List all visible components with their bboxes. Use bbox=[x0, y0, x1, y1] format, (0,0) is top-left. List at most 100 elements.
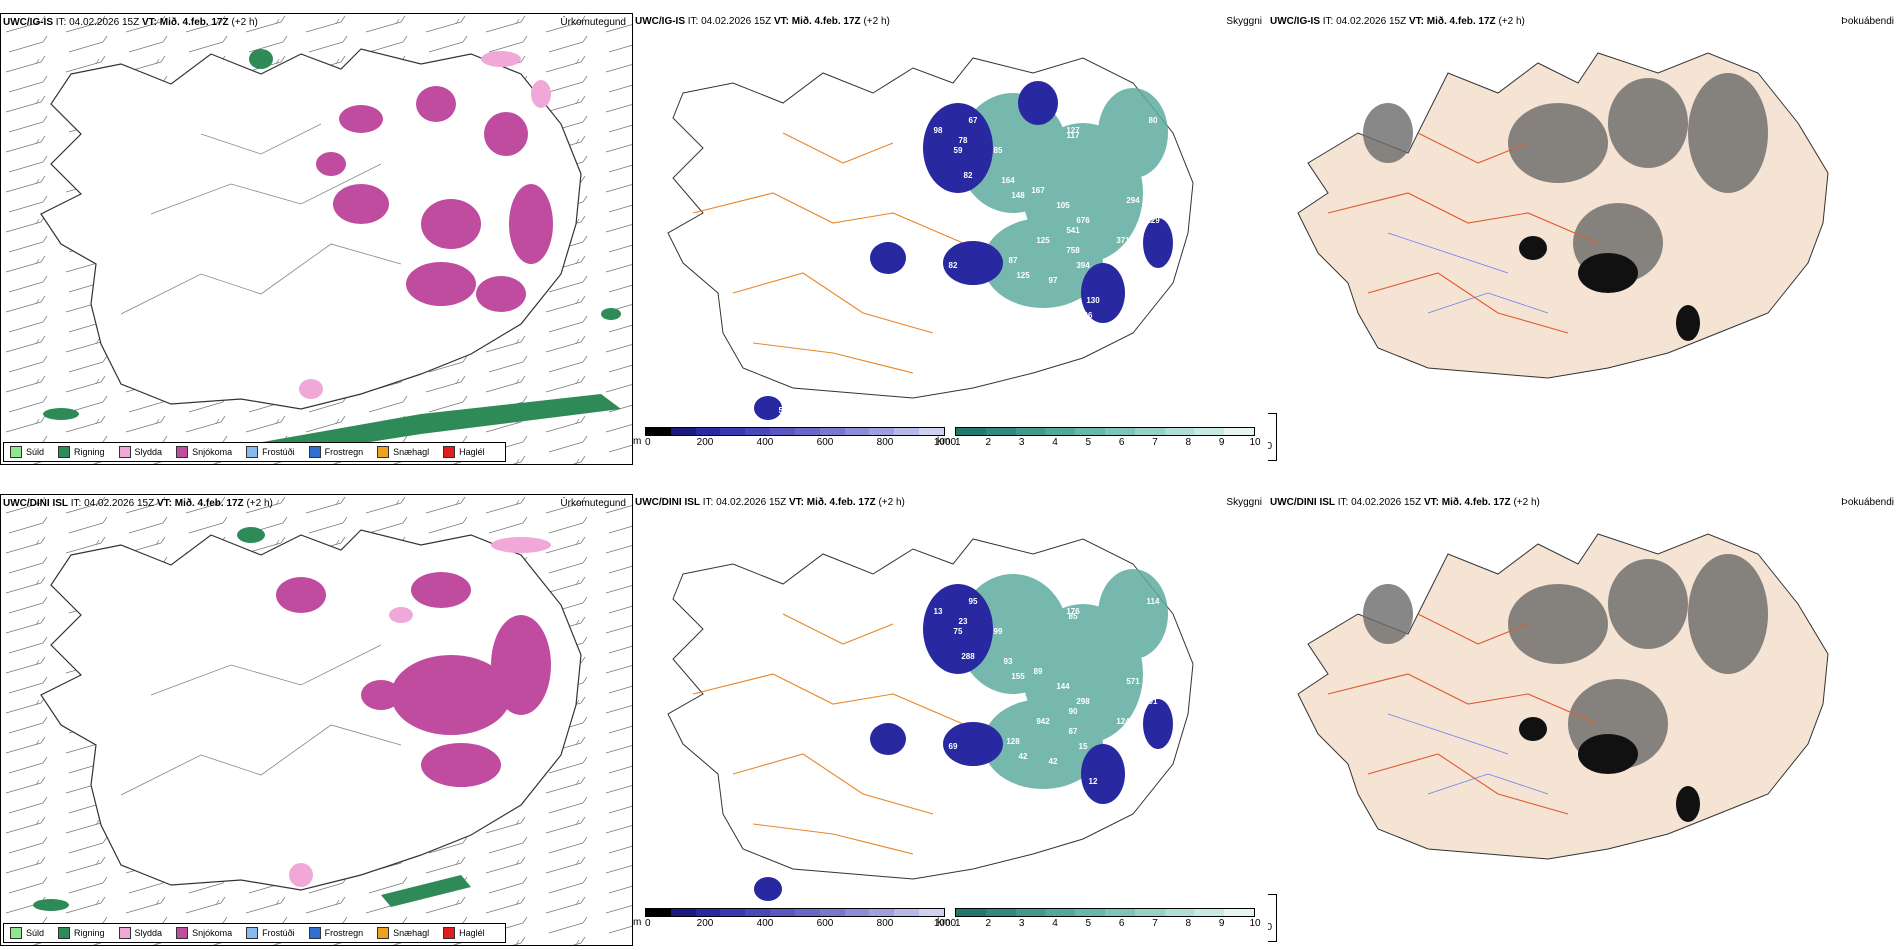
row2-vis-header: UWC/DINI ISL IT: 04.02.2026 15Z VT: Mið.… bbox=[635, 497, 905, 508]
fog-legend-label: 60 bbox=[1268, 440, 1273, 452]
precip-amount-label: 176 bbox=[1066, 607, 1080, 616]
precip-amount-label: 95 bbox=[969, 597, 978, 606]
precip-amount-label: 18 bbox=[1139, 266, 1148, 275]
row1-vis-header: UWC/IG-IS IT: 04.02.2026 15Z VT: Mið. 4.… bbox=[635, 16, 890, 27]
colorbar-tick: 6 bbox=[1118, 437, 1125, 448]
precip-amount-label: 571 bbox=[1126, 677, 1140, 686]
fog-map bbox=[1297, 533, 1829, 860]
legend-swatch bbox=[443, 446, 456, 458]
legend-item: Slydda bbox=[118, 927, 162, 939]
precip-amount-label: 82 bbox=[964, 171, 973, 180]
colorbar-tick: 9 bbox=[1218, 437, 1225, 448]
precip-amount-label: 114 bbox=[1147, 597, 1160, 606]
precip-amount-label: 127 bbox=[1066, 126, 1080, 135]
legend-label: Súld bbox=[26, 928, 45, 938]
legend-label: Frostregn bbox=[324, 928, 364, 938]
colorbar-tick: 1 bbox=[955, 437, 961, 448]
fog-legend-item: 60 bbox=[1268, 438, 1272, 454]
row2-visibility-panel: 88 76 52 176 114 95 13 23 75 99 288 93 155 85 89 144 298… bbox=[633, 494, 1268, 946]
colorbar-tick: 2 bbox=[985, 918, 992, 929]
precip-amount-label: 164 bbox=[1001, 176, 1015, 185]
colorbar-segment bbox=[670, 909, 696, 916]
legend-swatch bbox=[10, 927, 22, 939]
snow-areas bbox=[316, 86, 553, 312]
colorbar-segment bbox=[646, 428, 671, 435]
precip-amount-label: 99 bbox=[994, 627, 1003, 636]
legend-swatch bbox=[176, 446, 189, 458]
legend-item: Snæhagl bbox=[377, 927, 429, 939]
legend-swatch bbox=[10, 446, 22, 458]
colorbar-segment bbox=[919, 428, 944, 435]
colorbar-segment bbox=[894, 428, 920, 435]
legend-label: Snjókoma bbox=[192, 447, 233, 457]
colorbar-segment bbox=[819, 909, 845, 916]
legend-item: Haglél bbox=[443, 446, 485, 458]
row1-fog-header: UWC/IG-IS IT: 04.02.2026 15Z VT: Mið. 4.… bbox=[1270, 16, 1525, 27]
precip-amount-label: 124 bbox=[1116, 717, 1130, 726]
precip-amount-label: 78 bbox=[959, 136, 968, 145]
colorbar-tick: 4 bbox=[1052, 437, 1058, 448]
legend-item: Frostúði bbox=[246, 927, 295, 939]
colorbar-segment bbox=[1164, 909, 1195, 916]
legend-item: Frostúði bbox=[246, 446, 295, 458]
legend-label: Frostúði bbox=[262, 447, 295, 457]
legend-swatch bbox=[118, 446, 131, 458]
colorbar-segment bbox=[956, 428, 986, 435]
precip-amount-label: 288 bbox=[961, 652, 975, 661]
fog-legend-item: 60 bbox=[1268, 919, 1272, 935]
precip-amount-label: 90 bbox=[1069, 707, 1078, 716]
legend-label: Súld bbox=[26, 447, 45, 457]
colorbar-segment bbox=[844, 909, 870, 916]
legend-item: Súld bbox=[10, 446, 44, 458]
precip-amount-label: 117 bbox=[1067, 131, 1080, 140]
colorbar-tick: 3 bbox=[1018, 918, 1025, 929]
colorbar-segment bbox=[919, 909, 944, 916]
colorbar-segment bbox=[1075, 428, 1105, 435]
precip-amount-label: 87 bbox=[1009, 256, 1018, 265]
precip-amount-label: 15 bbox=[1079, 742, 1088, 751]
colorbar-segment bbox=[1045, 909, 1076, 916]
precip-amount-label: 12 bbox=[1089, 777, 1098, 786]
colorbar-segment bbox=[1134, 909, 1165, 916]
row1-vis-title: Skyggni bbox=[1226, 16, 1262, 27]
precip-amount-label: 89 bbox=[1034, 667, 1043, 676]
colorbar-segment bbox=[1194, 428, 1225, 435]
precip-amount-label: 371 bbox=[1116, 236, 1130, 245]
legend-label: Frostregn bbox=[324, 447, 364, 457]
legend-label: Frostúði bbox=[262, 928, 295, 938]
colorbar-tick: 8 bbox=[1185, 918, 1192, 929]
precip-amount-label: 23 bbox=[959, 617, 968, 626]
colorbar-segment bbox=[1045, 428, 1076, 435]
colorbar-segment bbox=[819, 428, 845, 435]
precip-amount-label: 85 bbox=[994, 146, 1003, 155]
visibility-colorbar: 1 2 3 4 5 6 7 8 9 10 km bbox=[937, 908, 1261, 931]
row2-ptype-panel: UWC/DINI ISL IT: 04.02.2026 15Z VT: Mið.… bbox=[0, 494, 633, 946]
colorbar-segment bbox=[1104, 428, 1135, 435]
colorbar-tick: 600 bbox=[816, 918, 834, 929]
precip-amount-label: 91 bbox=[1149, 697, 1158, 706]
precip-amount-label: 85 bbox=[1069, 612, 1078, 621]
colorbar-tick: 0 bbox=[645, 437, 651, 448]
precip-amount-label: 66 bbox=[1084, 311, 1093, 320]
colorbar-segment bbox=[745, 909, 771, 916]
colorbar-segment bbox=[1134, 428, 1165, 435]
precip-amount-label: 69 bbox=[949, 742, 958, 751]
precip-amount-label: 98 bbox=[934, 126, 943, 135]
precip-amount-label: 148 bbox=[1011, 191, 1025, 200]
precip-amount-label: 294 bbox=[1126, 196, 1140, 205]
precip-amount-label: 67 bbox=[969, 116, 978, 125]
legend-swatch bbox=[176, 927, 189, 939]
fog-legend-label: 60 bbox=[1268, 921, 1273, 933]
fog-legend: 060 bbox=[1268, 894, 1278, 942]
precip-amount-label: 66 bbox=[1139, 747, 1148, 756]
legend-swatch bbox=[377, 927, 390, 939]
legend-label: Rigning bbox=[74, 928, 105, 938]
precip-amount-label: 676 bbox=[1076, 216, 1090, 225]
row1-ptype-panel: UWC/IG-IS IT: 04.02.2026 15Z VT: Mið. 4.… bbox=[0, 13, 633, 465]
precip-amount-label: 87 bbox=[1069, 727, 1078, 736]
precip-amount-label: 52 bbox=[779, 406, 788, 415]
precip-amount-label: 105 bbox=[1056, 201, 1070, 210]
legend-item: Frostregn bbox=[308, 927, 364, 939]
colorbar-tick: 200 bbox=[696, 437, 714, 448]
